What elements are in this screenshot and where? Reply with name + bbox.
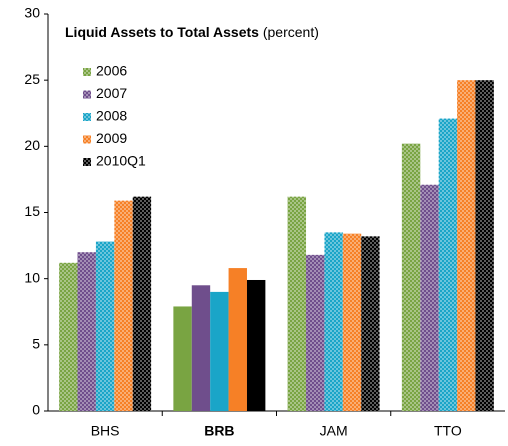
y-tick-label: 10 — [24, 269, 40, 285]
bar — [95, 241, 115, 411]
bar — [173, 306, 192, 411]
bar — [401, 143, 421, 412]
bar — [210, 291, 229, 411]
y-tick-label: 0 — [32, 402, 40, 418]
bar — [132, 196, 152, 411]
bar — [59, 262, 78, 411]
bar — [287, 196, 307, 411]
x-tick-label: BRB — [204, 423, 234, 439]
bar — [228, 268, 247, 411]
bar — [361, 236, 380, 411]
bar — [420, 184, 439, 411]
legend-label: 2007 — [96, 85, 127, 101]
bar — [77, 252, 96, 411]
bar — [342, 233, 362, 411]
bar — [246, 279, 266, 411]
bar — [457, 80, 476, 412]
y-tick-label: 25 — [24, 71, 40, 87]
legend-marker — [83, 113, 91, 121]
bar — [438, 118, 458, 411]
legend-label: 2010Q1 — [96, 153, 146, 169]
bar — [191, 285, 211, 411]
chart-title: Liquid Assets to Total Assets (percent) — [65, 24, 319, 40]
x-tick-label: BHS — [91, 423, 120, 439]
legend-label: 2006 — [96, 63, 127, 79]
legend-marker — [83, 135, 91, 144]
y-tick-label: 20 — [24, 137, 40, 153]
bar — [475, 80, 494, 412]
y-tick-label: 15 — [24, 203, 40, 219]
x-tick-label: JAM — [320, 423, 348, 439]
legend-marker — [83, 158, 91, 166]
legend-label: 2009 — [96, 130, 127, 146]
legend-marker — [83, 90, 91, 99]
bar — [114, 200, 133, 411]
y-tick-label: 30 — [24, 5, 40, 21]
legend-marker — [83, 68, 91, 76]
subtitle: (percent) — [263, 24, 319, 40]
y-tick-label: 5 — [32, 336, 40, 352]
legend-label: 2008 — [96, 108, 127, 124]
bar — [324, 232, 343, 411]
title: Liquid Assets to Total Assets — [65, 24, 259, 40]
x-tick-label: TTO — [434, 423, 462, 439]
bar — [306, 254, 325, 411]
